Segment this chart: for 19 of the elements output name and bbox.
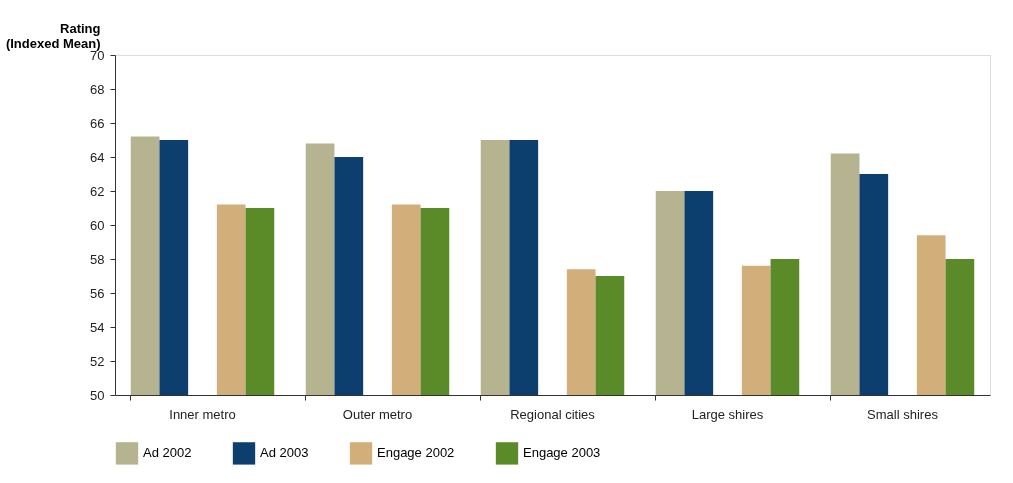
x-tick-label: Inner metro (169, 406, 236, 422)
y-tick-label: 60 (90, 217, 105, 233)
y-tick-label: 58 (90, 251, 105, 267)
y-tick-label: 56 (90, 285, 105, 301)
y-tick-label: 62 (90, 183, 105, 199)
x-tick-label: Regional cities (510, 406, 596, 422)
x-tick-label: Outer metro (342, 406, 413, 422)
x-tick-label: Large shires (691, 406, 764, 422)
y-tick-label: 64 (90, 149, 105, 165)
x-tick-label: Small shires (867, 406, 939, 422)
y-tick-label: 52 (90, 353, 105, 369)
legend-label: Engage 2003 (523, 445, 601, 461)
legend-label: Ad 2002 (143, 445, 192, 461)
y-tick-label: 66 (90, 115, 105, 131)
legend-label: Engage 2002 (377, 445, 455, 461)
y-tick-label: 50 (90, 387, 105, 403)
legend-label: Ad 2003 (260, 445, 309, 461)
y-tick-label: 54 (90, 319, 105, 335)
y-tick-label: 68 (90, 81, 105, 97)
